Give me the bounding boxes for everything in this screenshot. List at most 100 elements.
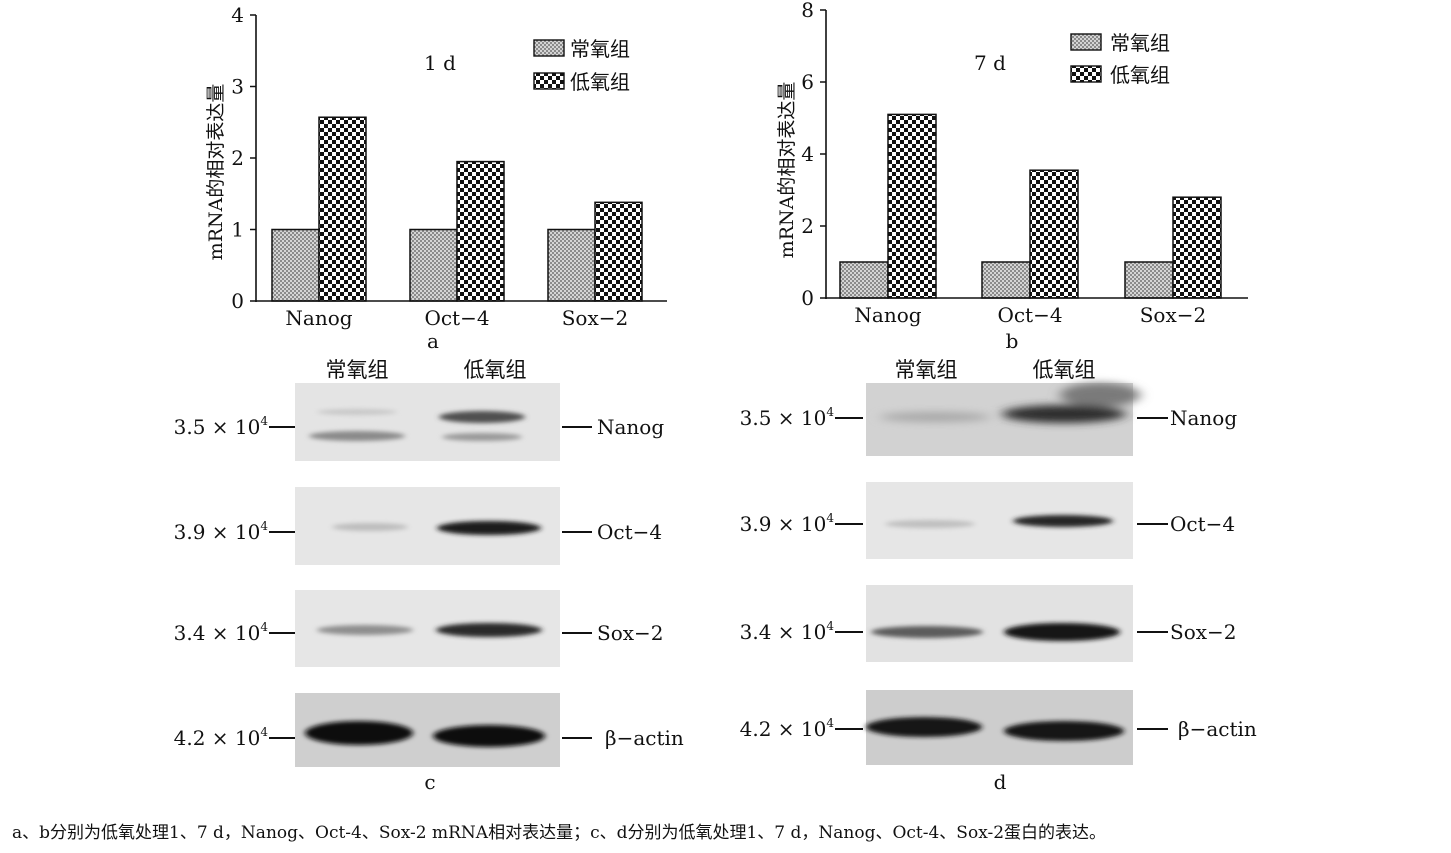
band-hypoxia bbox=[1013, 515, 1113, 527]
band-hypoxia-lower bbox=[442, 433, 522, 441]
band-hypoxia bbox=[1002, 405, 1126, 423]
band-hypoxia bbox=[439, 411, 525, 423]
protein-label: Oct−4 bbox=[1170, 512, 1235, 536]
y-axis-title: mRNA的相对表达量 bbox=[205, 84, 227, 261]
bar-hypoxia-2 bbox=[594, 201, 643, 302]
band-normoxia-faint bbox=[317, 409, 397, 415]
legend-label-hypoxia: 低氧组 bbox=[1110, 63, 1170, 87]
western-blot-7d: 常氧组 低氧组 bbox=[740, 358, 1257, 794]
y-tick-label: 8 bbox=[801, 0, 814, 22]
band-hypoxia bbox=[436, 623, 542, 637]
membrane bbox=[866, 585, 1133, 662]
x-tick-label: Nanog bbox=[854, 303, 921, 327]
molecular-weight-label: 3.9 × 104 bbox=[174, 519, 269, 544]
legend-swatch-hypoxia bbox=[533, 72, 565, 90]
molecular-weight-label: 3.4 × 104 bbox=[174, 620, 269, 645]
y-tick-label: 0 bbox=[231, 289, 244, 313]
lane-header-normoxia: 常氧组 bbox=[895, 358, 958, 382]
western-blot-1d: 常氧组 低氧组 bbox=[174, 358, 684, 794]
band-hypoxia bbox=[1004, 721, 1124, 741]
svg-text:mRNA的相对表达量: mRNA的相对表达量 bbox=[776, 82, 798, 259]
band-hypoxia bbox=[437, 521, 541, 535]
molecular-weight-label: 3.4 × 104 bbox=[740, 619, 835, 644]
figure-caption: a、b分别为低氧处理1、7 d，Nanog、Oct-4、Sox-2 mRNA相对… bbox=[12, 823, 1107, 843]
bar-hypoxia-2 bbox=[1172, 196, 1222, 299]
x-tick-label: Oct−4 bbox=[997, 303, 1062, 327]
y-axis-ticks: 0 1 2 3 4 bbox=[231, 3, 256, 313]
blot-strip-oct4 bbox=[295, 487, 560, 565]
y-tick-label: 2 bbox=[231, 146, 244, 170]
blot-strip-beta-actin bbox=[866, 690, 1133, 765]
bar-chart-7d: mRNA的相对表达量 0 2 4 6 8 Nanog Oct−4 Sox−2 7 d 常氧组… bbox=[776, 0, 1248, 353]
x-tick-label: Oct−4 bbox=[424, 306, 489, 330]
lane-header-hypoxia: 低氧组 bbox=[1033, 358, 1096, 382]
molecular-weight-label: 4.2 × 104 bbox=[740, 716, 835, 741]
blot-strip-beta-actin bbox=[295, 693, 560, 767]
bar-hypoxia-0 bbox=[318, 116, 367, 302]
y-tick-label: 0 bbox=[801, 286, 814, 310]
legend-label-normoxia: 常氧组 bbox=[570, 37, 630, 61]
lane-header-normoxia: 常氧组 bbox=[326, 358, 389, 382]
band-hypoxia bbox=[433, 725, 545, 747]
bar-chart-1d: mRNA的相对表达量 0 1 2 3 4 Nanog Oct−4 Sox−2 1 d 常氧组… bbox=[205, 3, 667, 353]
bar-normoxia-1 bbox=[981, 261, 1031, 299]
legend: 常氧组 低氧组 bbox=[533, 37, 630, 94]
protein-label: β−actin bbox=[1178, 717, 1257, 741]
band-normoxia bbox=[309, 431, 405, 441]
protein-label: Oct−4 bbox=[597, 520, 662, 544]
blot-strip-oct4 bbox=[866, 482, 1133, 559]
panel-label-a: a bbox=[427, 329, 439, 353]
x-axis-labels: Nanog Oct−4 Sox−2 bbox=[854, 303, 1206, 327]
time-annotation: 1 d bbox=[424, 51, 456, 75]
y-tick-label: 3 bbox=[231, 75, 244, 99]
legend-swatch-normoxia bbox=[1070, 33, 1102, 51]
molecular-weight-label: 4.2 × 104 bbox=[174, 725, 269, 750]
protein-label: Nanog bbox=[1170, 406, 1237, 430]
x-axis-labels: Nanog Oct−4 Sox−2 bbox=[285, 306, 628, 330]
bar-normoxia-1 bbox=[409, 228, 458, 302]
bar-hypoxia-1 bbox=[456, 160, 505, 302]
band-normoxia bbox=[885, 520, 975, 528]
bar-hypoxia-0 bbox=[887, 113, 937, 299]
y-tick-label: 4 bbox=[801, 142, 814, 166]
bars bbox=[271, 116, 643, 302]
panel-label-b: b bbox=[1006, 329, 1019, 353]
band-normoxia bbox=[866, 717, 982, 737]
legend-swatch-normoxia bbox=[533, 39, 565, 57]
x-tick-label: Sox−2 bbox=[1140, 303, 1207, 327]
y-tick-label: 6 bbox=[801, 70, 814, 94]
bar-normoxia-0 bbox=[839, 261, 889, 299]
legend-swatch-hypoxia bbox=[1070, 65, 1102, 83]
blot-strip-nanog bbox=[295, 383, 560, 461]
band-normoxia bbox=[332, 523, 408, 531]
blot-labels: 3.5 × 104 Nanog 3.9 × 104 Oct−4 3.4 × 104 Sox… bbox=[740, 405, 1257, 741]
legend-label-normoxia: 常氧组 bbox=[1110, 31, 1170, 55]
blot-strip-nanog bbox=[866, 383, 1140, 456]
time-annotation: 7 d bbox=[974, 51, 1006, 75]
molecular-weight-label: 3.9 × 104 bbox=[740, 511, 835, 536]
bar-normoxia-2 bbox=[1124, 261, 1174, 299]
lane-header-hypoxia: 低氧组 bbox=[464, 358, 527, 382]
protein-label: β−actin bbox=[605, 726, 684, 750]
band-normoxia bbox=[317, 625, 413, 635]
bars bbox=[839, 113, 1222, 299]
bar-normoxia-2 bbox=[547, 228, 596, 302]
y-tick-label: 1 bbox=[231, 218, 244, 242]
blot-strip-sox2 bbox=[866, 585, 1133, 662]
x-tick-label: Nanog bbox=[285, 306, 352, 330]
y-tick-label: 2 bbox=[801, 214, 814, 238]
protein-label: Sox−2 bbox=[597, 621, 664, 645]
legend-label-hypoxia: 低氧组 bbox=[570, 70, 630, 94]
blot-strip-sox2 bbox=[295, 590, 560, 667]
band-normoxia bbox=[871, 626, 983, 638]
bar-hypoxia-1 bbox=[1029, 169, 1079, 299]
membrane-stain bbox=[1060, 383, 1140, 407]
figure-canvas: mRNA的相对表达量 0 1 2 3 4 Nanog Oct−4 Sox−2 1 d 常氧组… bbox=[174, 0, 1257, 794]
panel-label-d: d bbox=[994, 770, 1007, 794]
y-axis-title: mRNA的相对表达量 bbox=[776, 82, 798, 259]
bar-normoxia-0 bbox=[271, 228, 320, 302]
protein-label: Nanog bbox=[597, 415, 664, 439]
band-normoxia bbox=[305, 721, 413, 745]
band-hypoxia bbox=[1004, 623, 1120, 641]
protein-label: Sox−2 bbox=[1170, 620, 1237, 644]
